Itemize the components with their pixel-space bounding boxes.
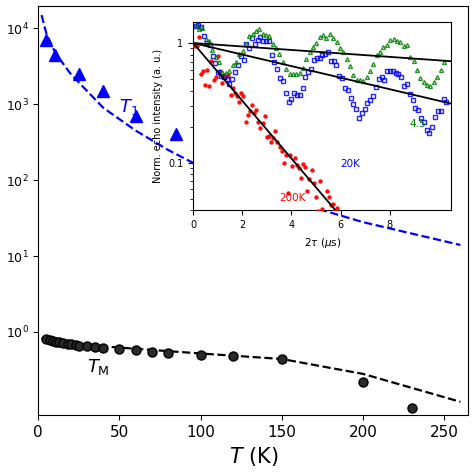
X-axis label: $T$ (K): $T$ (K) (228, 446, 278, 468)
Text: $T_{\rm M}$: $T_{\rm M}$ (87, 356, 109, 377)
Text: $T$$_1$: $T$$_1$ (119, 97, 139, 117)
